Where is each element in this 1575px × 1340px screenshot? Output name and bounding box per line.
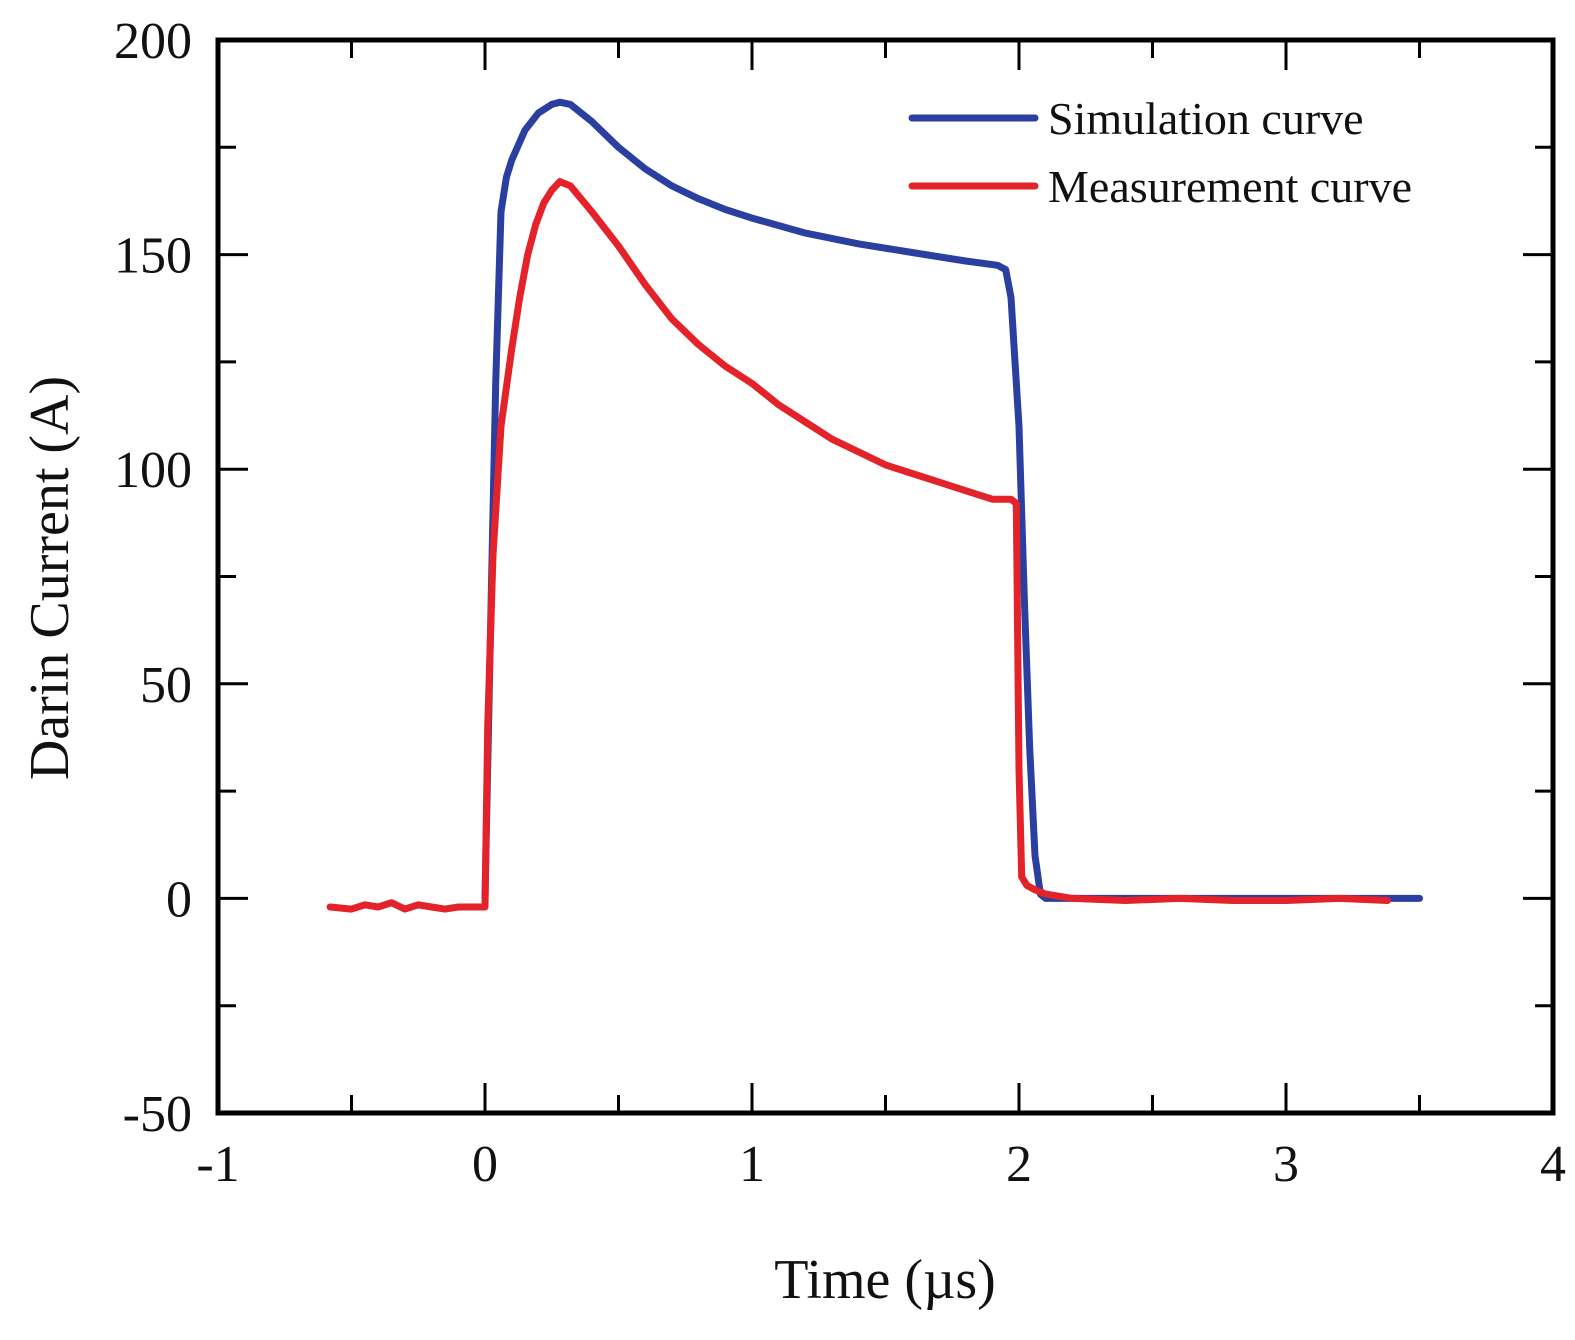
x-tick-label: -1 — [196, 1136, 239, 1193]
y-tick-label: 200 — [114, 13, 192, 70]
x-axis-title: Time (µs) — [774, 1249, 996, 1311]
x-tick-label: 2 — [1006, 1136, 1032, 1193]
series-line-measurement — [326, 178, 1391, 913]
series-layer — [326, 98, 1423, 913]
y-tick-label: 50 — [140, 657, 192, 714]
x-tick-label: 1 — [739, 1136, 765, 1193]
y-tick-label: 0 — [166, 871, 192, 928]
x-tick-label: 0 — [472, 1136, 498, 1193]
y-tick-label: 100 — [114, 442, 192, 499]
x-tick-label: 3 — [1273, 1136, 1299, 1193]
x-tick-label: 4 — [1540, 1136, 1566, 1193]
legend-label-simulation: Simulation curve — [1048, 93, 1364, 144]
y-axis-title: Darin Current (A) — [19, 376, 81, 780]
legend-label-measurement: Measurement curve — [1048, 161, 1412, 212]
series-line-simulation — [481, 98, 1423, 902]
plot-frame — [215, 37, 1556, 1116]
y-tick-label: 150 — [114, 228, 192, 285]
y-tick-label: -50 — [123, 1086, 192, 1143]
legend: Simulation curve Measurement curve — [908, 93, 1412, 212]
labels-layer: -1 0 1 2 3 4 -50 0 50 100 150 200 — [114, 13, 1566, 1193]
